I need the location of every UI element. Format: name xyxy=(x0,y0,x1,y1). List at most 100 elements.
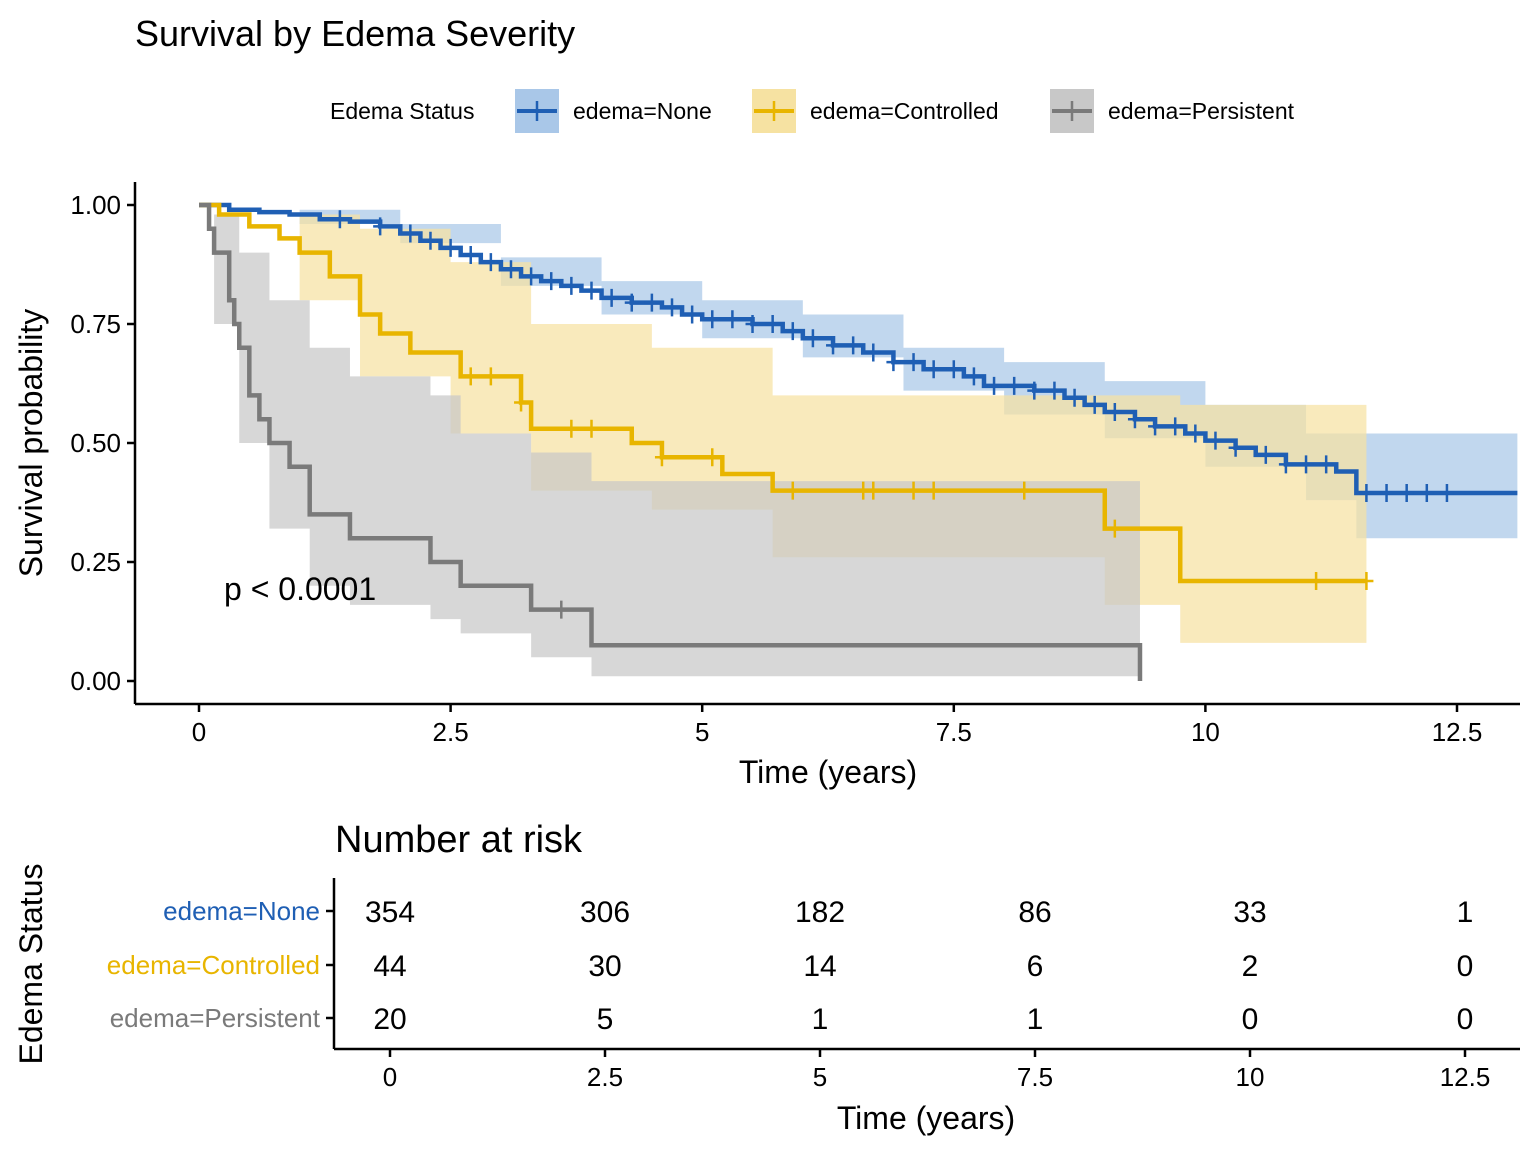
p-value-annotation: p < 0.0001 xyxy=(224,571,376,607)
y-axis-label: Survival probability xyxy=(13,309,49,578)
censor-mark xyxy=(1017,481,1032,500)
censor-mark xyxy=(1399,483,1414,502)
y-tick-label: 0.50 xyxy=(70,428,121,458)
censor-mark xyxy=(1148,417,1163,436)
censor-mark xyxy=(1168,417,1183,436)
chart-title: Survival by Edema Severity xyxy=(135,13,575,54)
censor-mark xyxy=(926,481,941,500)
censor-mark xyxy=(1309,572,1324,591)
x-tick-label: 12.5 xyxy=(1432,717,1483,747)
risk-x-tick-label: 10 xyxy=(1236,1062,1265,1092)
x-tick-label: 10 xyxy=(1191,717,1220,747)
censor-mark xyxy=(524,267,539,286)
censor-mark xyxy=(332,210,347,229)
risk-cell: 354 xyxy=(365,896,415,929)
censor-mark xyxy=(514,393,529,412)
censor-mark xyxy=(564,276,579,295)
censor-marks xyxy=(332,210,1454,619)
censor-mark xyxy=(1208,431,1223,450)
censor-mark xyxy=(1319,455,1334,474)
censor-mark xyxy=(584,419,599,438)
survival-line-2 xyxy=(199,202,1143,681)
censor-mark xyxy=(805,329,820,348)
risk-cell: 6 xyxy=(1027,950,1044,983)
legend-label: edema=Controlled xyxy=(810,98,999,124)
censor-mark xyxy=(624,293,639,312)
risk-cell: 0 xyxy=(1457,1003,1474,1036)
censor-mark xyxy=(1359,483,1374,502)
censor-mark xyxy=(705,448,720,467)
censor-mark xyxy=(1047,381,1062,400)
censor-mark xyxy=(373,217,388,236)
censor-mark xyxy=(423,231,438,250)
x-tick-label: 0 xyxy=(192,717,206,747)
risk-cell: 0 xyxy=(1457,950,1474,983)
censor-mark xyxy=(906,481,921,500)
risk-x-tick-label: 5 xyxy=(813,1062,827,1092)
censor-mark xyxy=(1419,483,1434,502)
x-tick-label: 7.5 xyxy=(936,717,972,747)
censor-mark xyxy=(1188,424,1203,443)
censor-mark xyxy=(554,600,569,619)
y-tick-label: 0.25 xyxy=(70,547,121,577)
risk-table-x-label: Time (years) xyxy=(837,1100,1015,1136)
censor-mark xyxy=(403,224,418,243)
censor-mark xyxy=(926,360,941,379)
censor-mark xyxy=(644,293,659,312)
y-tick-label: 1.00 xyxy=(70,190,121,220)
censor-mark xyxy=(785,481,800,500)
y-tick-label: 0.75 xyxy=(70,309,121,339)
risk-cell: 1 xyxy=(1457,896,1474,929)
risk-cell: 33 xyxy=(1233,896,1266,929)
legend-label: edema=None xyxy=(573,98,712,124)
censor-mark xyxy=(503,260,518,279)
censor-mark xyxy=(564,419,579,438)
censor-mark xyxy=(1107,519,1122,538)
risk-cell: 182 xyxy=(795,896,845,929)
censor-mark xyxy=(584,281,599,300)
censor-mark xyxy=(785,322,800,341)
risk-x-tick-label: 7.5 xyxy=(1017,1062,1053,1092)
risk-row-label: edema=None xyxy=(163,896,320,926)
risk-cell: 30 xyxy=(588,950,621,983)
censor-mark xyxy=(826,336,841,355)
censor-mark xyxy=(483,367,498,386)
censor-mark xyxy=(463,245,478,264)
censor-mark xyxy=(705,310,720,329)
x-axis-label: Time (years) xyxy=(739,754,917,790)
risk-cell: 2 xyxy=(1242,950,1259,983)
risk-cell: 306 xyxy=(580,896,630,929)
legend: Edema Status edema=None edema=Controlled e… xyxy=(330,89,1295,133)
censor-mark xyxy=(1087,395,1102,414)
censor-mark xyxy=(1278,455,1293,474)
risk-x-tick-label: 2.5 xyxy=(587,1062,623,1092)
x-tick-label: 2.5 xyxy=(433,717,469,747)
censor-mark xyxy=(1359,572,1374,591)
legend-title: Edema Status xyxy=(330,98,474,124)
censor-mark xyxy=(966,367,981,386)
censor-mark xyxy=(886,353,901,372)
censor-mark xyxy=(1027,381,1042,400)
risk-cell: 1 xyxy=(1027,1003,1044,1036)
censor-mark xyxy=(1379,483,1394,502)
censor-mark xyxy=(1007,376,1022,395)
censor-mark xyxy=(685,305,700,324)
censor-mark xyxy=(1299,455,1314,474)
censor-mark xyxy=(946,360,961,379)
risk-x-tick-label: 0 xyxy=(383,1062,397,1092)
censor-mark xyxy=(463,367,478,386)
censor-mark xyxy=(665,298,680,317)
censor-mark xyxy=(443,238,458,257)
censor-mark xyxy=(866,343,881,362)
confidence-band-0 xyxy=(199,205,1518,539)
censor-mark xyxy=(725,310,740,329)
confidence-bands xyxy=(199,205,1518,677)
censor-mark xyxy=(1228,438,1243,457)
risk-cell: 0 xyxy=(1242,1003,1259,1036)
risk-cell: 20 xyxy=(373,1003,406,1036)
censor-mark xyxy=(604,288,619,307)
risk-table-y-label: Edema Status xyxy=(13,864,49,1065)
risk-row-label: edema=Persistent xyxy=(110,1003,321,1033)
